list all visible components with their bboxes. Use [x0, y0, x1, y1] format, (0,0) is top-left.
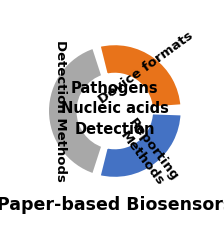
Wedge shape — [47, 47, 104, 176]
Text: Reporting
Methods: Reporting Methods — [114, 116, 181, 192]
Text: Pathogens
Nucleic acids
Detection: Pathogens Nucleic acids Detection — [61, 81, 169, 137]
Text: Paper-based Biosensors: Paper-based Biosensors — [0, 196, 224, 214]
Wedge shape — [98, 112, 183, 179]
Text: Detection Methods: Detection Methods — [54, 40, 67, 182]
Text: Device formats: Device formats — [96, 30, 196, 107]
Wedge shape — [98, 43, 183, 108]
